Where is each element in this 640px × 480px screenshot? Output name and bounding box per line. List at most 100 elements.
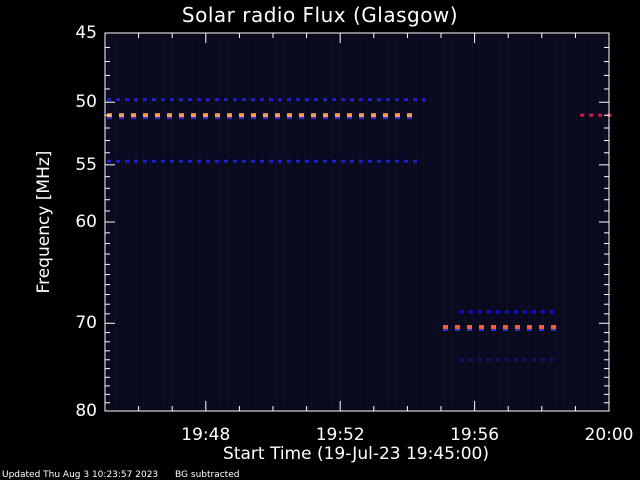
burst-underglow xyxy=(551,329,556,331)
burst-mark xyxy=(589,113,594,117)
background-stripe xyxy=(591,37,592,407)
burst-mark xyxy=(422,98,426,102)
burst-mark xyxy=(347,113,352,118)
burst-underglow xyxy=(479,329,484,331)
background-stripe xyxy=(409,37,410,407)
burst-mark xyxy=(188,98,192,102)
background-stripe xyxy=(122,37,123,407)
background-stripe xyxy=(164,37,165,407)
burst-underglow xyxy=(299,117,304,120)
burst-mark xyxy=(143,98,147,102)
burst-mark xyxy=(215,113,220,118)
burst-mark xyxy=(119,113,124,118)
burst-mark xyxy=(359,159,363,163)
burst-underglow xyxy=(251,117,256,120)
background-stripe xyxy=(339,37,340,407)
burst-mark xyxy=(479,325,484,329)
burst-mark xyxy=(443,325,448,329)
burst-mark xyxy=(515,325,520,329)
background-stripe xyxy=(227,37,228,407)
burst-mark xyxy=(197,98,201,102)
burst-underglow xyxy=(359,117,364,120)
burst-mark xyxy=(386,159,390,163)
burst-mark xyxy=(413,98,417,102)
background-stripe xyxy=(115,37,116,407)
background-stripe xyxy=(486,37,487,407)
background-stripe xyxy=(241,37,242,407)
burst-mark xyxy=(459,310,464,314)
burst-mark xyxy=(531,310,536,314)
burst-mark xyxy=(179,98,183,102)
burst-mark xyxy=(251,159,255,163)
background-stripe xyxy=(542,37,543,407)
background-stripe xyxy=(367,37,368,407)
burst-mark xyxy=(224,159,228,163)
burst-mark xyxy=(503,325,508,329)
burst-underglow xyxy=(143,117,148,120)
plot-axes xyxy=(104,32,610,412)
burst-mark xyxy=(368,159,372,163)
burst-mark xyxy=(323,113,328,118)
background-stripe xyxy=(192,37,193,407)
burst-mark xyxy=(251,113,256,118)
burst-mark xyxy=(278,159,282,163)
burst-underglow xyxy=(443,329,448,331)
burst-mark xyxy=(580,113,585,117)
burst-mark xyxy=(332,159,336,163)
burst-mark xyxy=(491,325,496,329)
burst-mark xyxy=(540,358,545,362)
background-stripe xyxy=(528,37,529,407)
burst-mark xyxy=(386,98,390,102)
background-stripe xyxy=(325,37,326,407)
background-stripe xyxy=(549,37,550,407)
burst-mark xyxy=(522,310,527,314)
burst-mark xyxy=(477,310,482,314)
background-stripe xyxy=(199,37,200,407)
burst-mark xyxy=(287,159,291,163)
burst-mark xyxy=(155,113,160,118)
burst-mark xyxy=(539,325,544,329)
burst-mark xyxy=(179,159,183,163)
burst-mark xyxy=(197,159,201,163)
burst-underglow xyxy=(503,329,508,331)
burst-mark xyxy=(350,159,354,163)
burst-mark xyxy=(260,159,264,163)
burst-mark xyxy=(359,98,363,102)
burst-mark xyxy=(134,159,138,163)
background-stripe xyxy=(416,37,417,407)
background-stripe xyxy=(129,37,130,407)
burst-mark xyxy=(314,98,318,102)
burst-underglow xyxy=(155,117,160,120)
x-tick-label: 19:52 xyxy=(315,425,365,445)
burst-mark xyxy=(242,159,246,163)
background-stripe xyxy=(150,37,151,407)
background-stripe xyxy=(297,37,298,407)
burst-mark xyxy=(296,159,300,163)
burst-mark xyxy=(477,358,482,362)
burst-mark xyxy=(549,310,554,314)
burst-underglow xyxy=(395,117,400,120)
burst-mark xyxy=(341,159,345,163)
background-stripe xyxy=(248,37,249,407)
burst-mark xyxy=(323,98,327,102)
burst-underglow xyxy=(203,117,208,120)
x-axis-label: Start Time (19-Jul-23 19:45:00) xyxy=(223,444,489,464)
burst-mark xyxy=(107,98,111,102)
burst-mark xyxy=(152,159,156,163)
background-stripe xyxy=(353,37,354,407)
burst-mark xyxy=(311,113,316,118)
y-tick-label: 45 xyxy=(75,23,97,43)
burst-mark xyxy=(161,98,165,102)
burst-mark xyxy=(377,159,381,163)
burst-underglow xyxy=(167,117,172,120)
burst-mark xyxy=(203,113,208,118)
burst-mark xyxy=(332,98,336,102)
burst-underglow xyxy=(227,117,232,120)
burst-mark xyxy=(305,159,309,163)
background-stripe xyxy=(311,37,312,407)
background-stripe xyxy=(577,37,578,407)
burst-mark xyxy=(239,113,244,118)
background-stripe xyxy=(178,37,179,407)
background-stripe xyxy=(374,37,375,407)
burst-mark xyxy=(522,358,527,362)
